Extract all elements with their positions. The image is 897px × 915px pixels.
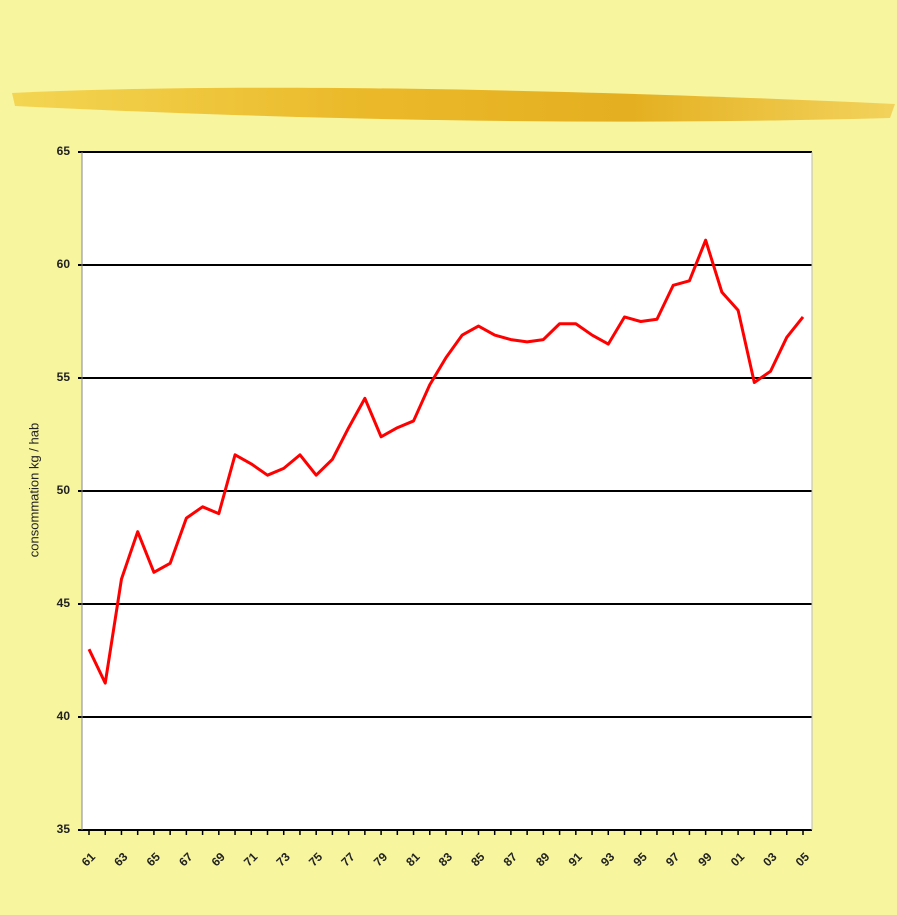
y-tick-label: 40 [57,709,71,723]
slide: consommation kg / hab 354045505560656163… [0,0,897,915]
page: consommation kg / hab 354045505560656163… [0,0,897,915]
y-tick-label: 65 [57,144,71,158]
y-tick-label: 55 [57,370,71,384]
y-tick-label: 50 [57,483,71,497]
y-tick-label: 45 [57,596,71,610]
y-tick-label: 60 [57,257,71,271]
y-tick-label: 35 [57,822,71,836]
y-axis-title: consommation kg / hab [26,423,41,557]
